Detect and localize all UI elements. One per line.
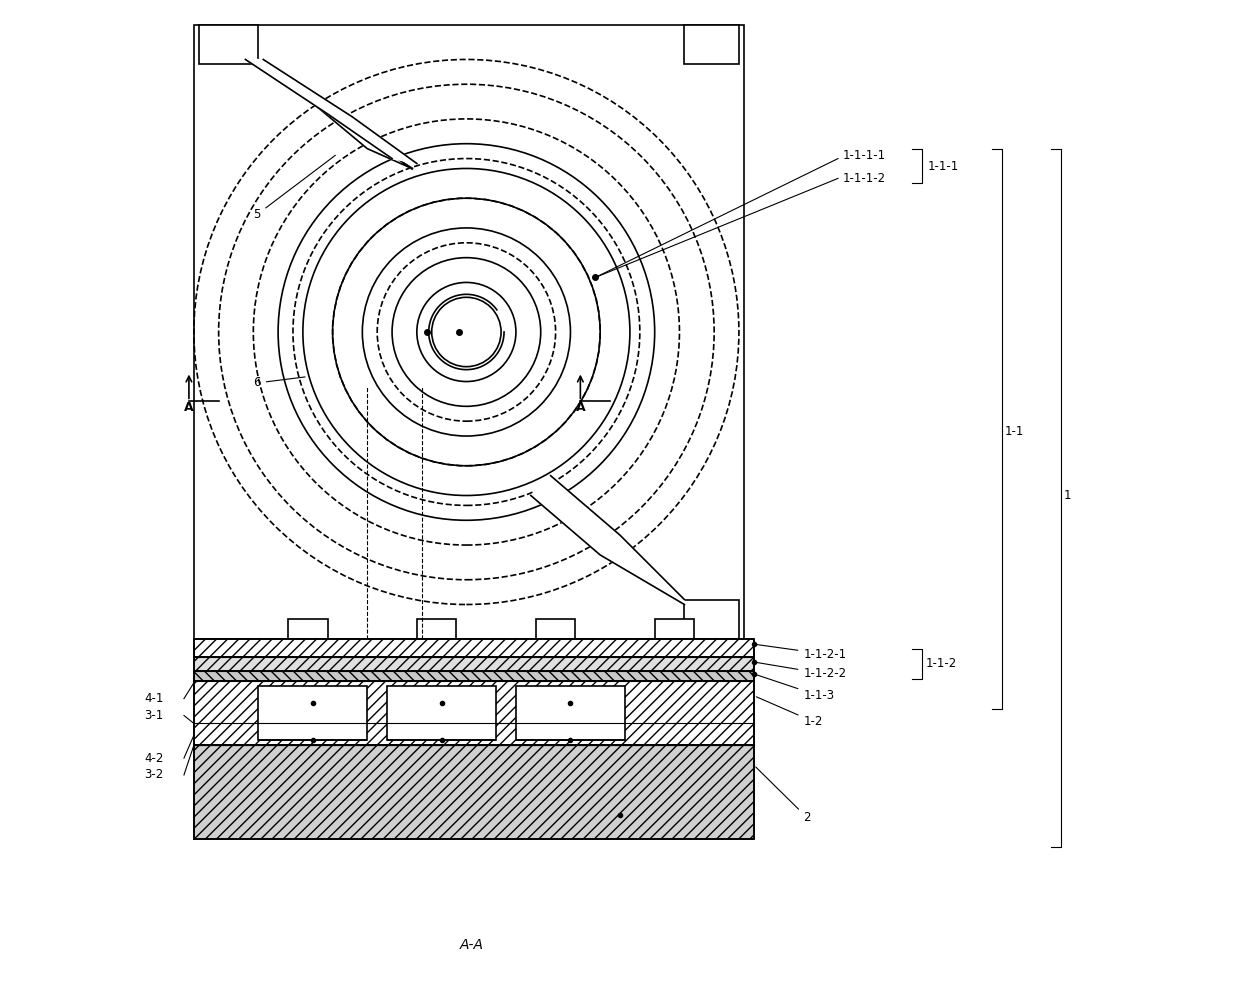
Text: 1-1-2: 1-1-2 <box>925 657 956 671</box>
Polygon shape <box>193 671 754 681</box>
Polygon shape <box>193 639 754 657</box>
Text: 1-1-2-2: 1-1-2-2 <box>756 662 847 681</box>
Text: 6: 6 <box>253 377 305 389</box>
Text: 1-1-1-2: 1-1-1-2 <box>843 171 887 185</box>
Polygon shape <box>308 99 412 168</box>
Text: 2: 2 <box>755 767 811 825</box>
Polygon shape <box>193 657 754 671</box>
Text: 1-1-1-1: 1-1-1-1 <box>843 149 887 163</box>
Polygon shape <box>531 476 684 605</box>
Text: 5: 5 <box>253 156 335 221</box>
Text: 4-1: 4-1 <box>145 692 164 706</box>
Text: A: A <box>575 401 585 414</box>
Text: 4-2: 4-2 <box>145 751 164 765</box>
Text: 1-1-2-1: 1-1-2-1 <box>756 644 847 661</box>
Polygon shape <box>655 619 694 639</box>
Polygon shape <box>387 686 496 740</box>
Text: 1-1-3: 1-1-3 <box>756 675 835 703</box>
Text: A-A: A-A <box>459 938 484 952</box>
Polygon shape <box>246 59 417 164</box>
Polygon shape <box>193 745 754 839</box>
Text: 1-1-1: 1-1-1 <box>928 160 959 173</box>
Polygon shape <box>193 681 754 745</box>
Polygon shape <box>684 25 739 64</box>
Polygon shape <box>417 619 456 639</box>
Polygon shape <box>536 619 575 639</box>
Text: 1-2: 1-2 <box>756 697 822 728</box>
Polygon shape <box>516 686 625 740</box>
Text: 3-1: 3-1 <box>145 709 164 722</box>
Text: 1: 1 <box>1064 489 1071 502</box>
Polygon shape <box>198 25 258 64</box>
Polygon shape <box>288 619 327 639</box>
Circle shape <box>432 297 501 367</box>
Text: A: A <box>184 401 193 414</box>
Text: 1-1: 1-1 <box>1004 424 1024 438</box>
Polygon shape <box>258 686 367 740</box>
Text: 3-2: 3-2 <box>145 768 164 782</box>
Polygon shape <box>684 600 739 639</box>
